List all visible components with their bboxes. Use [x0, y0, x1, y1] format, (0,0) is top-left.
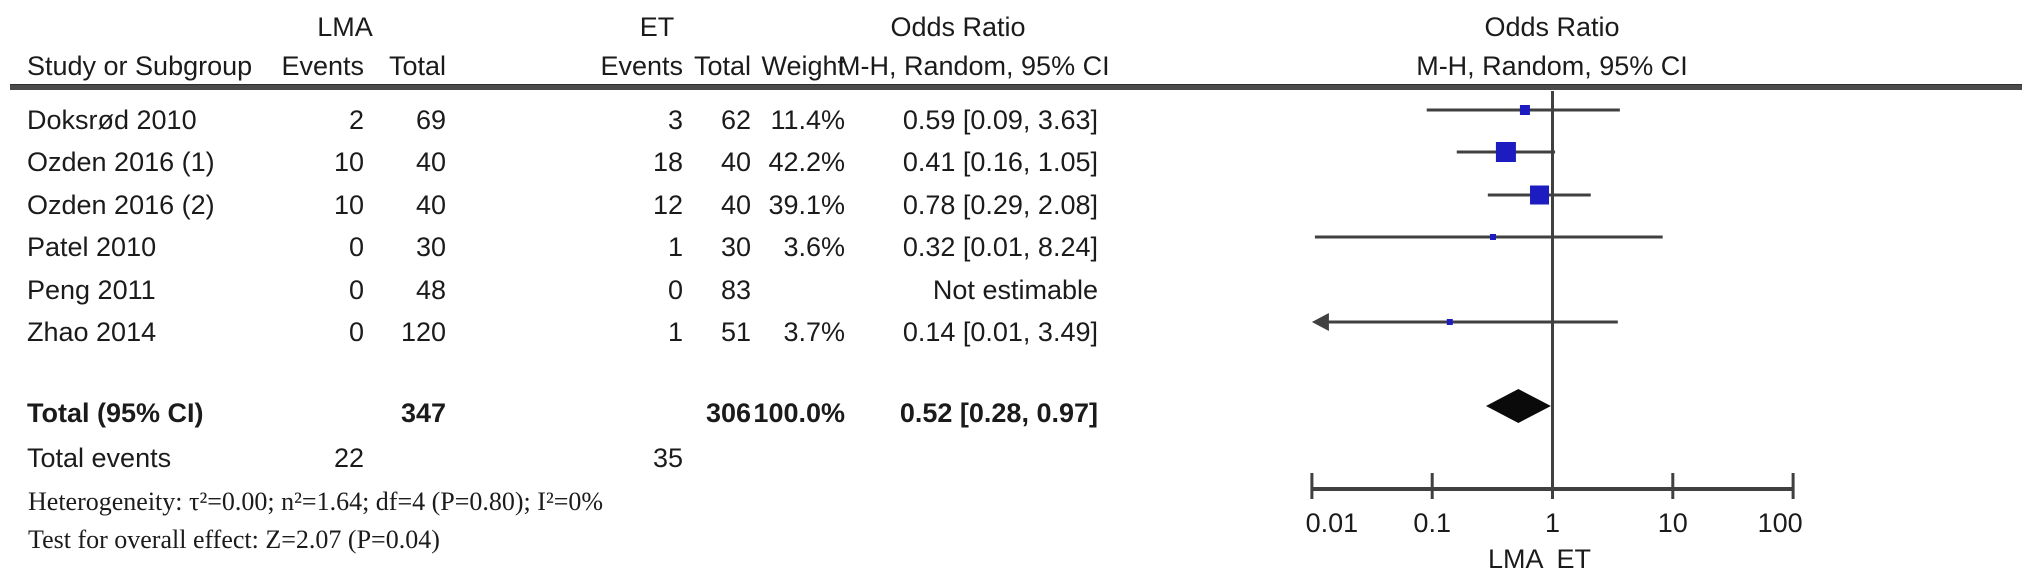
study-name: Zhao 2014 [27, 317, 157, 347]
events1-cell: 0 [348, 232, 364, 262]
events1-cell: 2 [348, 105, 364, 135]
or-ci-cell: 0.14 [0.01, 3.49] [902, 317, 1098, 347]
weight-square [1489, 234, 1496, 240]
weight-cell: 42.2% [768, 147, 845, 177]
total-events-label: Total events [27, 443, 172, 473]
col-events2-header: Events [600, 51, 683, 81]
events2-cell: 0 [667, 275, 683, 305]
weight-cell: 3.7% [783, 317, 845, 347]
heterogeneity-stats: Heterogeneity: τ²=0.00; n²=1.64; df=4 (P… [28, 487, 604, 516]
total-events1: 22 [333, 443, 364, 473]
odds-ratio-header-left: Odds Ratio [890, 12, 1026, 42]
weight-cell: 39.1% [768, 190, 845, 220]
total2-sum: 306 [705, 398, 751, 428]
col-total2-header: Total [693, 51, 751, 81]
events1-cell: 10 [333, 147, 364, 177]
study-name: Ozden 2016 (2) [27, 190, 215, 220]
col-study-header: Study or Subgroup [27, 51, 253, 81]
col-events1-header: Events [281, 51, 364, 81]
events2-cell: 12 [652, 190, 683, 220]
or-ci-cell: 0.41 [0.16, 1.05] [902, 147, 1098, 177]
col-total1-header: Total [388, 51, 446, 81]
events1-cell: 10 [333, 190, 364, 220]
group2-header: ET [639, 12, 675, 42]
ci-arrow-left [1311, 313, 1329, 331]
method-header-left: M-H, Random, 95% CI [838, 51, 1110, 81]
events2-cell: 3 [667, 105, 683, 135]
study-name: Doksrød 2010 [27, 105, 197, 135]
total1-cell: 120 [400, 317, 446, 347]
study-name: Peng 2011 [27, 275, 156, 305]
events2-cell: 1 [667, 232, 683, 262]
total2-cell: 30 [720, 232, 751, 262]
weight-square [1530, 185, 1550, 205]
total1-cell: 69 [415, 105, 446, 135]
method-header-right: M-H, Random, 95% CI [1416, 51, 1688, 81]
total2-cell: 40 [720, 190, 751, 220]
header-separator [10, 84, 2022, 90]
or-ci-cell: Not estimable [932, 275, 1098, 305]
overall-effect-stats: Test for overall effect: Z=2.07 (P=0.04) [28, 525, 440, 554]
axis-tick-label: 1 [1545, 508, 1560, 538]
total1-cell: 40 [415, 190, 446, 220]
events2-cell: 18 [652, 147, 683, 177]
axis-tick-label: 100 [1758, 508, 1803, 538]
total2-cell: 62 [720, 105, 751, 135]
weight-cell: 11.4% [770, 105, 845, 135]
axis-tick-label: 10 [1658, 508, 1688, 538]
or-ci-cell: 0.78 [0.29, 2.08] [902, 190, 1098, 220]
total2-cell: 40 [720, 147, 751, 177]
group1-header: LMA [317, 12, 373, 42]
axis-tick-label: 0.1 [1413, 508, 1451, 538]
total1-cell: 48 [415, 275, 446, 305]
weight-square [1519, 105, 1530, 115]
study-name: Ozden 2016 (1) [27, 147, 215, 177]
total-or-ci: 0.52 [0.28, 0.97] [899, 398, 1098, 428]
weight-cell: 3.6% [783, 232, 845, 262]
summary-diamond [1485, 389, 1551, 423]
favours-right-label: ET [1557, 544, 1592, 574]
total2-cell: 51 [720, 317, 751, 347]
events1-cell: 0 [348, 275, 364, 305]
total1-cell: 30 [415, 232, 446, 262]
or-ci-cell: 0.32 [0.01, 8.24] [902, 232, 1098, 262]
events2-cell: 1 [667, 317, 683, 347]
total-label: Total (95% CI) [27, 398, 204, 428]
or-ci-cell: 0.59 [0.09, 3.63] [902, 105, 1098, 135]
study-name: Patel 2010 [27, 232, 157, 262]
total2-cell: 83 [720, 275, 751, 305]
odds-ratio-header-right: Odds Ratio [1484, 12, 1620, 42]
total1-sum: 347 [400, 398, 446, 428]
total-events2: 35 [652, 443, 683, 473]
total1-cell: 40 [415, 147, 446, 177]
favours-left-label: LMA [1488, 544, 1544, 574]
weight-square [1446, 319, 1453, 325]
total-weight: 100.0% [753, 398, 845, 428]
events1-cell: 0 [348, 317, 364, 347]
weight-square [1495, 142, 1516, 162]
col-weight-header: Weight [761, 51, 845, 81]
axis-tick-label: 0.01 [1306, 508, 1359, 538]
